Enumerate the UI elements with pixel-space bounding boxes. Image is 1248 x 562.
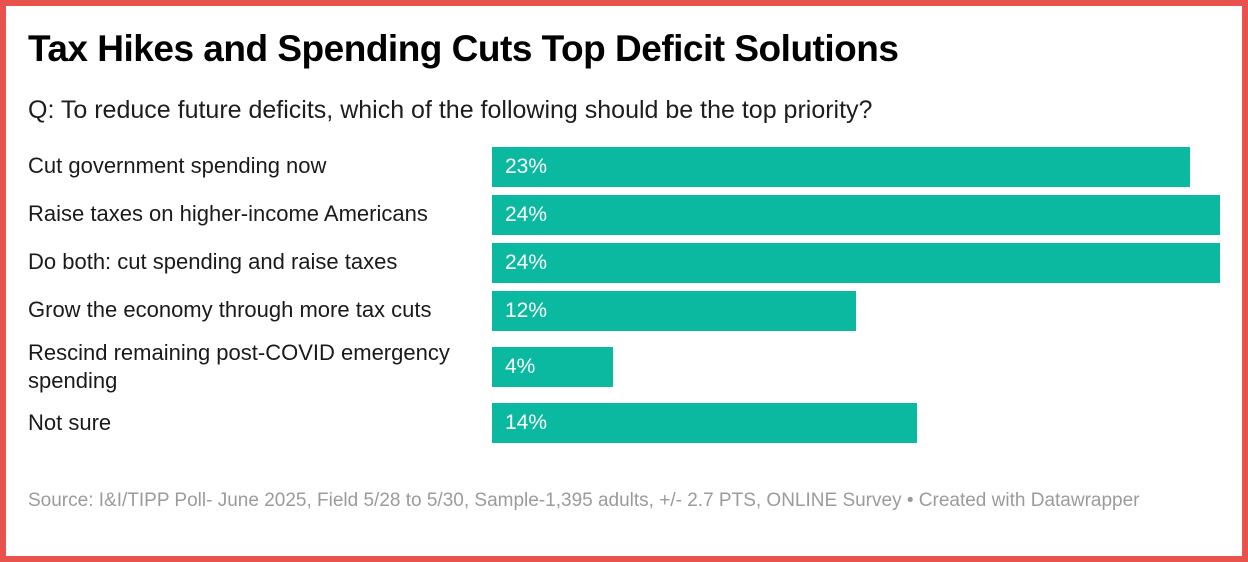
category-label: Cut government spending now xyxy=(28,153,327,179)
category-label: Raise taxes on higher-income Americans xyxy=(28,201,428,227)
bar-track: 4% xyxy=(492,346,1220,387)
value-label: 24% xyxy=(505,202,548,226)
source-note: Source: I&I/TIPP Poll- June 2025, Field … xyxy=(28,489,1140,511)
bar: 23% xyxy=(492,146,1190,187)
bar-track: 14% xyxy=(492,402,1220,443)
category-label: Grow the economy through more tax cuts xyxy=(28,297,432,323)
value-label: 14% xyxy=(505,410,548,434)
value-label: 4% xyxy=(505,354,536,378)
bar-row: Not sure 14% xyxy=(28,402,1220,443)
category-label: Not sure xyxy=(28,409,112,435)
bar: 14% xyxy=(492,402,917,443)
value-label: 23% xyxy=(505,154,548,178)
bar-row: Grow the economy through more tax cuts 1… xyxy=(28,290,1220,331)
category-label: Do both: cut spending and raise taxes xyxy=(28,249,398,275)
bar-row: Raise taxes on higher-income Americans 2… xyxy=(28,194,1220,235)
bar-chart: Cut government spending now 23% Raise ta… xyxy=(28,146,1220,443)
bar-row: Rescind remaining post-COVID emergency s… xyxy=(28,339,1220,395)
value-label: 24% xyxy=(505,250,548,274)
bar-track: 12% xyxy=(492,290,1220,331)
bar: 24% xyxy=(492,242,1220,283)
bar-row: Do both: cut spending and raise taxes 24… xyxy=(28,242,1220,283)
value-label: 12% xyxy=(505,298,548,322)
chart-subtitle: Q: To reduce future deficits, which of t… xyxy=(28,96,873,124)
bar-track: 24% xyxy=(492,194,1220,235)
bar-row: Cut government spending now 23% xyxy=(28,146,1220,187)
chart-title: Tax Hikes and Spending Cuts Top Deficit … xyxy=(28,28,899,69)
bar-track: 24% xyxy=(492,242,1220,283)
bar: 4% xyxy=(492,346,614,387)
category-label: Rescind remaining post-COVID emergency s… xyxy=(28,339,450,393)
bar: 12% xyxy=(492,290,856,331)
bar: 24% xyxy=(492,194,1220,235)
bar-track: 23% xyxy=(492,146,1220,187)
